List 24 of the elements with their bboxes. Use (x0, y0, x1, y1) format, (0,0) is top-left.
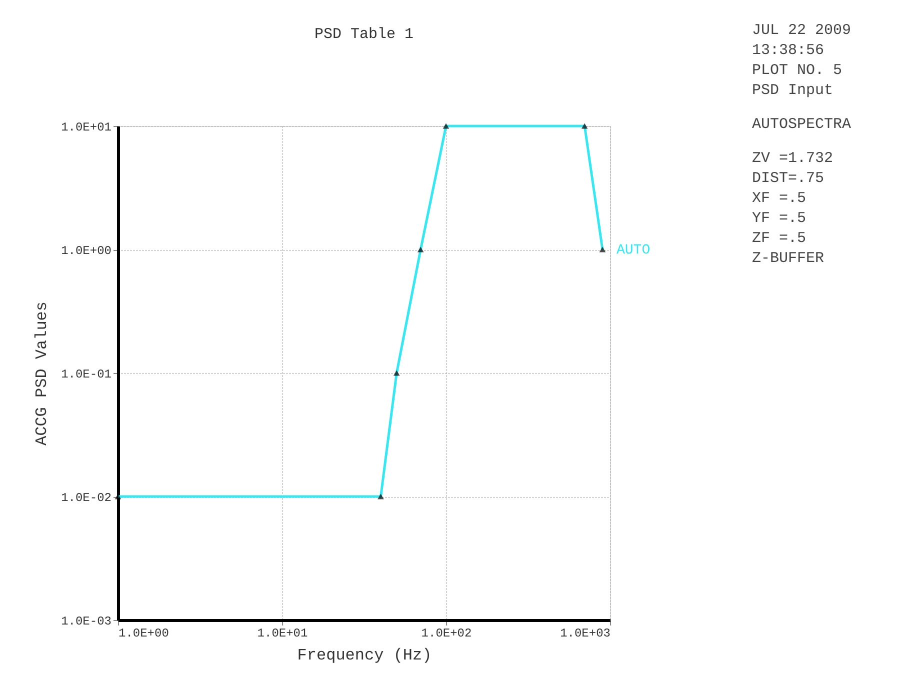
text: PLOT NO. 5 (752, 62, 842, 79)
text: 13:38:56 (752, 42, 824, 59)
x-tick-label: 1.0E+01 (257, 626, 308, 640)
text: DIST=.75 (752, 170, 824, 187)
y-tick-label: 1.0E+00 (61, 244, 112, 258)
y-tick-label: 1.0E+01 (61, 120, 112, 134)
text: JUL 22 2009 (752, 22, 852, 39)
y-tick-label: 1.0E-02 (61, 491, 112, 505)
chart-title: PSD Table 1 (314, 26, 414, 43)
text: PSD Input (752, 82, 834, 99)
text: ZV =1.732 (752, 150, 834, 167)
text: YF =.5 (752, 210, 806, 227)
y-axis-title: ACCG PSD Values (33, 301, 52, 446)
y-tick-label: 1.0E-03 (61, 614, 112, 628)
x-tick-label: 1.0E+03 (560, 626, 610, 640)
y-tick-label: 1.0E-01 (61, 368, 112, 382)
series-label: AUTO (616, 242, 650, 258)
x-axis-title: Frequency (Hz) (297, 646, 432, 664)
text: AUTOSPECTRA (752, 116, 852, 133)
text: ZF =.5 (752, 230, 806, 247)
text: XF =.5 (752, 190, 806, 207)
x-tick-label: 1.0E+02 (421, 626, 472, 640)
text: Z-BUFFER (752, 250, 824, 267)
x-tick-label: 1.0E+00 (118, 626, 169, 640)
